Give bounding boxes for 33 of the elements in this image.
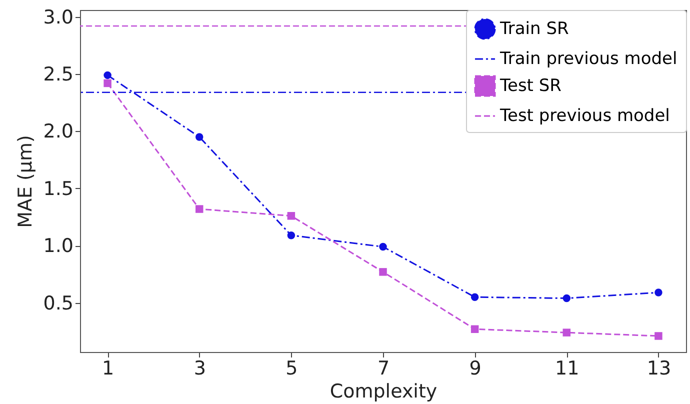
x-axis-title: Complexity	[330, 380, 438, 402]
x-tick-label: 13	[646, 358, 672, 380]
y-tick-label: 3.0	[43, 6, 74, 28]
point	[379, 268, 387, 276]
x-tick-label: 1	[102, 358, 114, 380]
point	[470, 293, 479, 301]
x-tick-label: 3	[194, 358, 206, 380]
legend-label: Train SR	[499, 19, 569, 39]
x-tick-label: 11	[555, 358, 580, 380]
point	[654, 288, 662, 296]
y-tick-label: 1.0	[43, 235, 74, 258]
point	[104, 71, 112, 80]
point	[470, 325, 479, 333]
point	[654, 332, 662, 340]
point	[195, 205, 204, 213]
point	[195, 133, 204, 141]
y-tick-label: 0.5	[43, 292, 74, 314]
x-tick-label: 5	[286, 358, 298, 380]
y-tick-label: 2.5	[43, 64, 74, 86]
y-tick-label: 2.0	[43, 120, 74, 143]
point	[104, 79, 112, 88]
point	[287, 212, 296, 220]
x-tick-label: 7	[377, 358, 390, 380]
x-tick-label: 9	[469, 358, 482, 380]
point	[379, 242, 387, 251]
point	[562, 294, 571, 302]
y-tick-label: 1.5	[43, 178, 74, 200]
legend-label: Test previous model	[499, 106, 670, 126]
legend-label: Train previous model	[499, 49, 678, 69]
point	[287, 231, 296, 240]
legend-label: Test SR	[499, 76, 562, 96]
point	[562, 328, 571, 336]
y-axis-title: MAE (μm)	[14, 135, 36, 228]
